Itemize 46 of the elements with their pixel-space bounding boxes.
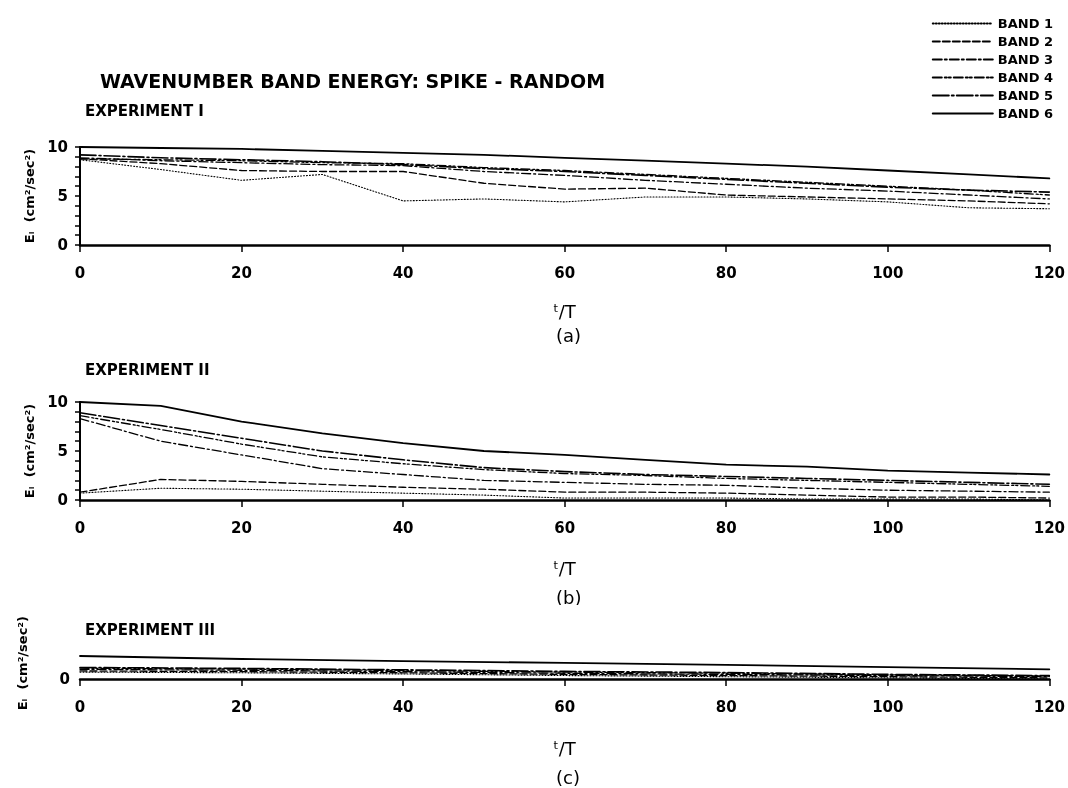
legend-label: BAND 6 xyxy=(997,106,1054,121)
y-tick-label: 0 xyxy=(57,491,68,509)
x-tick-label: 0 xyxy=(74,518,86,537)
y-tick-label: 0 xyxy=(57,236,68,254)
x-tick-label: 80 xyxy=(715,518,737,537)
x-tick-label: 120 xyxy=(1033,697,1065,716)
x-axis-title: ᵗ/T xyxy=(553,300,577,322)
legend-label: BAND 5 xyxy=(997,88,1054,103)
x-tick-label: 20 xyxy=(231,263,252,282)
x-tick-label: 20 xyxy=(231,518,252,537)
chart-title: WAVENUMBER BAND ENERGY: SPIKE - RANDOM xyxy=(100,69,606,92)
y-tick-label: 10 xyxy=(47,138,68,156)
x-tick-label: 120 xyxy=(1033,518,1065,537)
x-tick-label: 100 xyxy=(872,697,904,716)
y-axis-title: Eᵢ (cm²/sec²) xyxy=(22,403,37,499)
x-axis-title: ᵗ/T xyxy=(553,737,577,759)
x-tick-label: 80 xyxy=(715,697,737,716)
chart-subtitle: EXPERIMENT II xyxy=(85,360,210,379)
x-tick-label: 100 xyxy=(872,263,904,282)
text: (a) xyxy=(556,324,582,346)
y-tick-label: 10 xyxy=(47,393,68,411)
chart-subtitle: EXPERIMENT III xyxy=(85,620,216,639)
y-tick-label: 5 xyxy=(57,442,68,460)
x-tick-label: 60 xyxy=(554,263,576,282)
x-tick-label: 20 xyxy=(231,697,252,716)
y-axis-title: Eᵢ (cm²/sec²) xyxy=(15,615,30,711)
x-tick-label: 40 xyxy=(392,263,414,282)
x-tick-label: 100 xyxy=(872,518,904,537)
legend-label: BAND 3 xyxy=(997,52,1054,67)
x-axis-title: ᵗ/T xyxy=(553,557,577,579)
legend-label: BAND 4 xyxy=(997,70,1054,85)
chart-subtitle: EXPERIMENT I xyxy=(85,101,204,120)
x-tick-label: 0 xyxy=(74,697,86,716)
y-tick-label: 5 xyxy=(57,187,68,205)
x-tick-label: 0 xyxy=(74,263,86,282)
x-tick-label: 60 xyxy=(554,518,576,537)
x-tick-label: 40 xyxy=(392,697,414,716)
x-tick-label: 80 xyxy=(715,263,737,282)
text: (c) xyxy=(556,766,580,788)
x-tick-label: 60 xyxy=(554,697,576,716)
legend-label: BAND 1 xyxy=(997,16,1054,31)
legend-label: BAND 2 xyxy=(997,34,1054,49)
x-tick-label: 120 xyxy=(1033,263,1065,282)
y-axis-title: Eᵢ (cm²/sec²) xyxy=(22,148,37,244)
x-tick-label: 40 xyxy=(392,518,414,537)
text: (b) xyxy=(556,586,582,608)
